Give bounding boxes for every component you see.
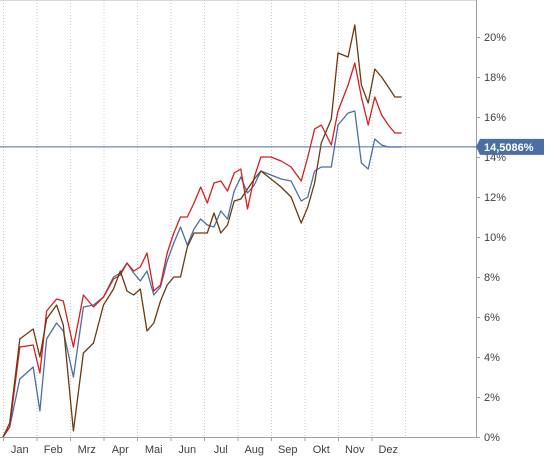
x-tick-label: Jul (214, 444, 228, 456)
x-tick-label: Aug (244, 444, 264, 456)
series-line-2 (2, 62, 402, 438)
reference-value-label: 14,5086% (484, 142, 534, 154)
y-tick-label: 4% (484, 352, 500, 364)
y-tick-label: 18% (484, 72, 506, 84)
y-tick-label: 20% (484, 32, 506, 44)
x-tick-label: Jan (11, 444, 29, 456)
y-tick-label: 0% (484, 432, 500, 444)
y-tick-label: 16% (484, 112, 506, 124)
x-tick-label: Sep (278, 444, 298, 456)
x-tick-label: Okt (313, 444, 330, 456)
x-tick-label: Mai (145, 444, 163, 456)
reference-value-badge (476, 138, 544, 155)
x-tick-label: Dez (378, 444, 398, 456)
series-line-3 (2, 24, 402, 438)
x-tick-label: Apr (112, 444, 129, 456)
x-tick-label: Feb (44, 444, 63, 456)
series-line-1 (2, 110, 402, 438)
y-tick-label: 14% (484, 152, 506, 164)
y-tick-label: 12% (484, 192, 506, 204)
x-tick-label: Nov (345, 444, 365, 456)
y-tick-label: 8% (484, 272, 500, 284)
x-tick-label: Jun (178, 444, 196, 456)
x-tick-label: Mrz (78, 444, 96, 456)
y-tick-label: 10% (484, 232, 506, 244)
y-tick-label: 2% (484, 392, 500, 404)
y-tick-label: 6% (484, 312, 500, 324)
